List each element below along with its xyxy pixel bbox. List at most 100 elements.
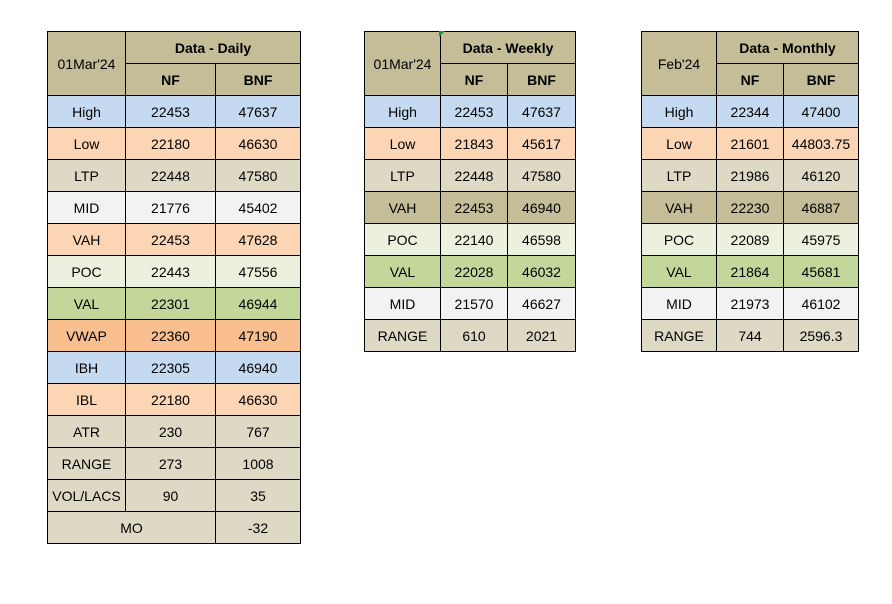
- row-label[interactable]: POC: [641, 223, 717, 256]
- bnf-cell[interactable]: 44803.75: [783, 127, 859, 160]
- nf-cell[interactable]: 22443: [125, 255, 216, 288]
- bnf-cell[interactable]: 2021: [507, 319, 576, 352]
- nf-cell[interactable]: 230: [125, 415, 216, 448]
- nf-cell[interactable]: 21864: [716, 255, 784, 288]
- nf-cell[interactable]: 22305: [125, 351, 216, 384]
- nf-cell[interactable]: 21843: [440, 127, 508, 160]
- nf-cell[interactable]: 22360: [125, 319, 216, 352]
- row-label[interactable]: VAH: [641, 191, 717, 224]
- bnf-cell[interactable]: 45617: [507, 127, 576, 160]
- row-label[interactable]: Low: [641, 127, 717, 160]
- row-label[interactable]: RANGE: [641, 319, 717, 352]
- mo-value-cell[interactable]: -32: [215, 511, 301, 544]
- bnf-cell[interactable]: 45975: [783, 223, 859, 256]
- row-label[interactable]: High: [47, 95, 126, 128]
- row-label[interactable]: VAL: [364, 255, 441, 288]
- monthly-title-cell[interactable]: Data - Monthly: [716, 31, 859, 64]
- row-label[interactable]: High: [364, 95, 441, 128]
- bnf-cell[interactable]: 35: [215, 479, 301, 512]
- bnf-cell[interactable]: 46120: [783, 159, 859, 192]
- mo-label-cell[interactable]: MO: [47, 511, 216, 544]
- bnf-cell[interactable]: 47637: [507, 95, 576, 128]
- row-label[interactable]: LTP: [47, 159, 126, 192]
- weekly-title-cell[interactable]: Data - Weekly: [440, 31, 576, 64]
- nf-cell[interactable]: 22344: [716, 95, 784, 128]
- bnf-cell[interactable]: 46944: [215, 287, 301, 320]
- bnf-cell[interactable]: 767: [215, 415, 301, 448]
- bnf-cell[interactable]: 46630: [215, 127, 301, 160]
- bnf-cell[interactable]: 45402: [215, 191, 301, 224]
- bnf-cell[interactable]: 46598: [507, 223, 576, 256]
- nf-cell[interactable]: 21973: [716, 287, 784, 320]
- bnf-cell[interactable]: 2596.3: [783, 319, 859, 352]
- nf-cell[interactable]: 273: [125, 447, 216, 480]
- row-label[interactable]: Low: [47, 127, 126, 160]
- bnf-cell[interactable]: 47580: [507, 159, 576, 192]
- row-label[interactable]: VAL: [47, 287, 126, 320]
- nf-cell[interactable]: 22140: [440, 223, 508, 256]
- nf-cell[interactable]: 21986: [716, 159, 784, 192]
- row-label[interactable]: IBH: [47, 351, 126, 384]
- weekly-bnf-header[interactable]: BNF: [507, 63, 576, 96]
- row-label[interactable]: RANGE: [47, 447, 126, 480]
- row-label[interactable]: MID: [47, 191, 126, 224]
- monthly-bnf-header[interactable]: BNF: [783, 63, 859, 96]
- row-label[interactable]: VAL: [641, 255, 717, 288]
- row-label[interactable]: Low: [364, 127, 441, 160]
- bnf-cell[interactable]: 46630: [215, 383, 301, 416]
- row-label[interactable]: VWAP: [47, 319, 126, 352]
- nf-cell[interactable]: 90: [125, 479, 216, 512]
- bnf-cell[interactable]: 47628: [215, 223, 301, 256]
- bnf-cell[interactable]: 47556: [215, 255, 301, 288]
- nf-cell[interactable]: 22448: [125, 159, 216, 192]
- row-label[interactable]: VAH: [364, 191, 441, 224]
- bnf-cell[interactable]: 45681: [783, 255, 859, 288]
- bnf-cell[interactable]: 47580: [215, 159, 301, 192]
- bnf-cell[interactable]: 1008: [215, 447, 301, 480]
- row-label[interactable]: MID: [641, 287, 717, 320]
- nf-cell[interactable]: 744: [716, 319, 784, 352]
- row-label[interactable]: ATR: [47, 415, 126, 448]
- nf-cell[interactable]: 22230: [716, 191, 784, 224]
- nf-cell[interactable]: 22453: [440, 191, 508, 224]
- nf-cell[interactable]: 610: [440, 319, 508, 352]
- weekly-date-cell[interactable]: 01Mar'24: [364, 31, 441, 96]
- row-label[interactable]: RANGE: [364, 319, 441, 352]
- daily-date-cell[interactable]: 01Mar'24: [47, 31, 126, 96]
- row-label[interactable]: LTP: [641, 159, 717, 192]
- nf-cell[interactable]: 21601: [716, 127, 784, 160]
- bnf-cell[interactable]: 46940: [507, 191, 576, 224]
- bnf-cell[interactable]: 46102: [783, 287, 859, 320]
- nf-cell[interactable]: 22448: [440, 159, 508, 192]
- bnf-cell[interactable]: 47400: [783, 95, 859, 128]
- row-label[interactable]: VOL/LACS: [47, 479, 126, 512]
- row-label[interactable]: VAH: [47, 223, 126, 256]
- nf-cell[interactable]: 21776: [125, 191, 216, 224]
- nf-cell[interactable]: 22453: [125, 95, 216, 128]
- nf-cell[interactable]: 22089: [716, 223, 784, 256]
- nf-cell[interactable]: 22453: [440, 95, 508, 128]
- daily-nf-header[interactable]: NF: [125, 63, 216, 96]
- bnf-cell[interactable]: 47637: [215, 95, 301, 128]
- daily-bnf-header[interactable]: BNF: [215, 63, 301, 96]
- bnf-cell[interactable]: 46627: [507, 287, 576, 320]
- bnf-cell[interactable]: 46887: [783, 191, 859, 224]
- weekly-nf-header[interactable]: NF: [440, 63, 508, 96]
- monthly-date-cell[interactable]: Feb'24: [641, 31, 717, 96]
- nf-cell[interactable]: 22180: [125, 383, 216, 416]
- monthly-nf-header[interactable]: NF: [716, 63, 784, 96]
- nf-cell[interactable]: 21570: [440, 287, 508, 320]
- bnf-cell[interactable]: 46940: [215, 351, 301, 384]
- row-label[interactable]: POC: [364, 223, 441, 256]
- daily-title-cell[interactable]: Data - Daily: [125, 31, 301, 64]
- row-label[interactable]: LTP: [364, 159, 441, 192]
- row-label[interactable]: IBL: [47, 383, 126, 416]
- row-label[interactable]: High: [641, 95, 717, 128]
- row-label[interactable]: MID: [364, 287, 441, 320]
- bnf-cell[interactable]: 47190: [215, 319, 301, 352]
- nf-cell[interactable]: 22028: [440, 255, 508, 288]
- nf-cell[interactable]: 22453: [125, 223, 216, 256]
- nf-cell[interactable]: 22180: [125, 127, 216, 160]
- nf-cell[interactable]: 22301: [125, 287, 216, 320]
- row-label[interactable]: POC: [47, 255, 126, 288]
